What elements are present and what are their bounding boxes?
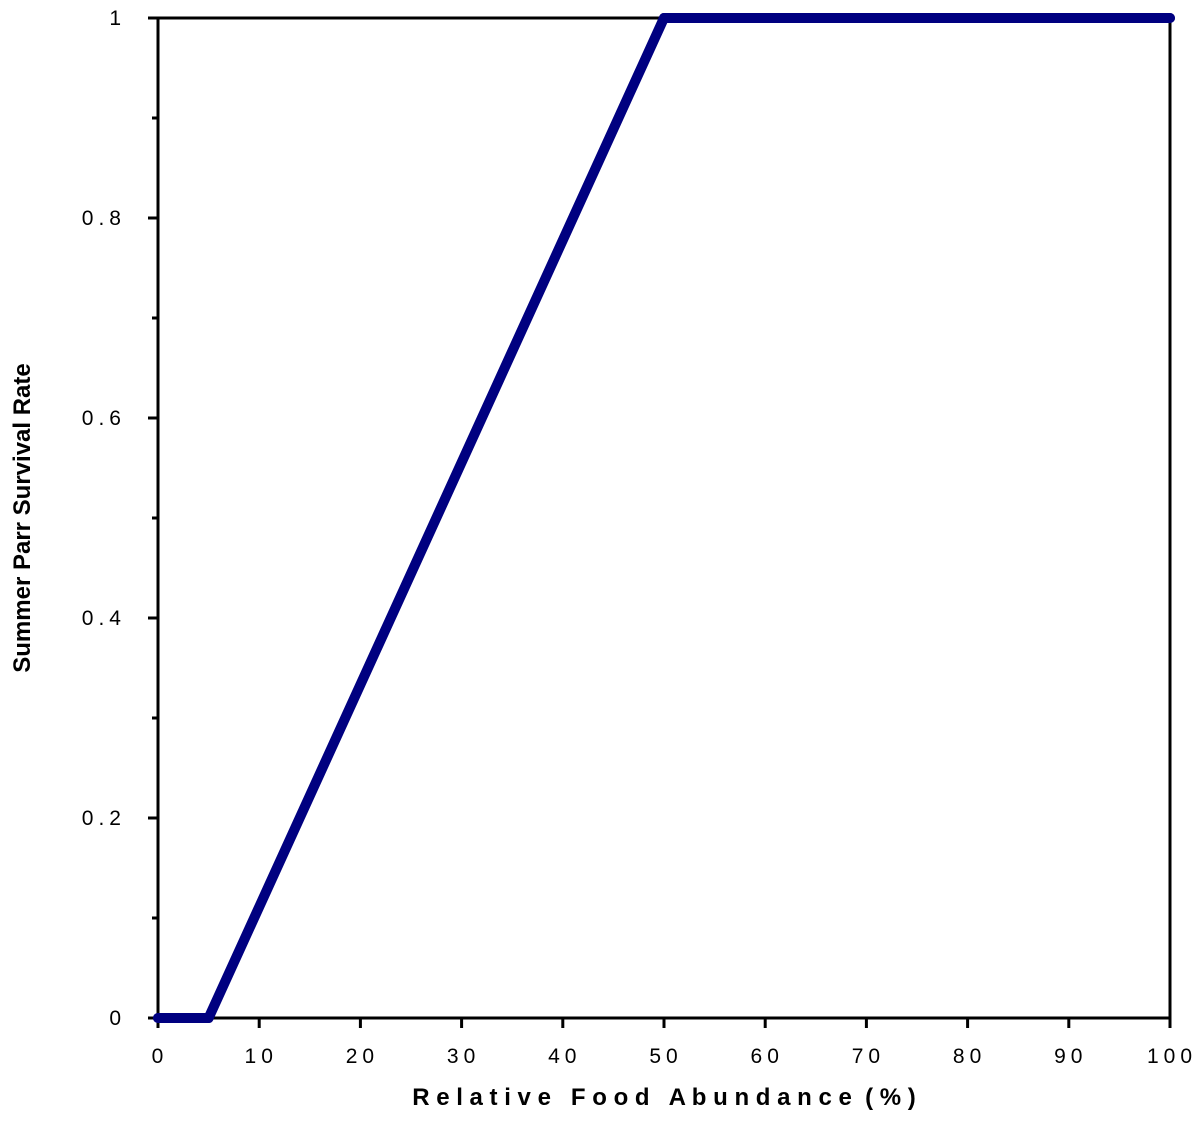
y-tick-label: 0.4 (82, 607, 126, 630)
y-tick-label: 0.6 (82, 407, 126, 430)
y-tick-label: 1 (109, 7, 126, 30)
x-axis-title: R e l a t i v e F o o d A b u n d a n c … (412, 1084, 916, 1111)
x-tick-label: 90 (1054, 1045, 1087, 1068)
x-tick-label: 60 (751, 1045, 784, 1068)
x-tick-label: 20 (346, 1045, 379, 1068)
series-point (1165, 13, 1175, 23)
y-tick-label: 0.2 (82, 807, 126, 830)
x-tick-label: 30 (447, 1045, 480, 1068)
series-point (153, 1013, 163, 1023)
x-tick-label: 70 (852, 1045, 885, 1068)
y-tick-label: 0.8 (82, 207, 126, 230)
x-tick-label: 50 (649, 1045, 682, 1068)
y-axis-ticks: 0 0.2 0.4 0.6 0.8 1 (82, 7, 158, 1030)
series-line (153, 13, 1175, 1023)
plot-frame (156, 16, 1172, 1020)
series-layer (153, 13, 1175, 1023)
x-tick-label: 80 (953, 1045, 986, 1068)
series-point (659, 13, 669, 23)
x-axis-ticks: 0 10 20 30 40 50 60 70 80 90 100 (152, 1018, 1197, 1068)
x-tick-label: 40 (548, 1045, 581, 1068)
y-axis-title: Summer Parr Survival Rate (9, 363, 36, 672)
x-tick-label: 100 (1147, 1045, 1197, 1068)
x-tick-label: 10 (245, 1045, 278, 1068)
y-tick-label: 0 (109, 1007, 126, 1030)
x-tick-label: 0 (152, 1045, 169, 1068)
series-point (203, 1013, 214, 1023)
